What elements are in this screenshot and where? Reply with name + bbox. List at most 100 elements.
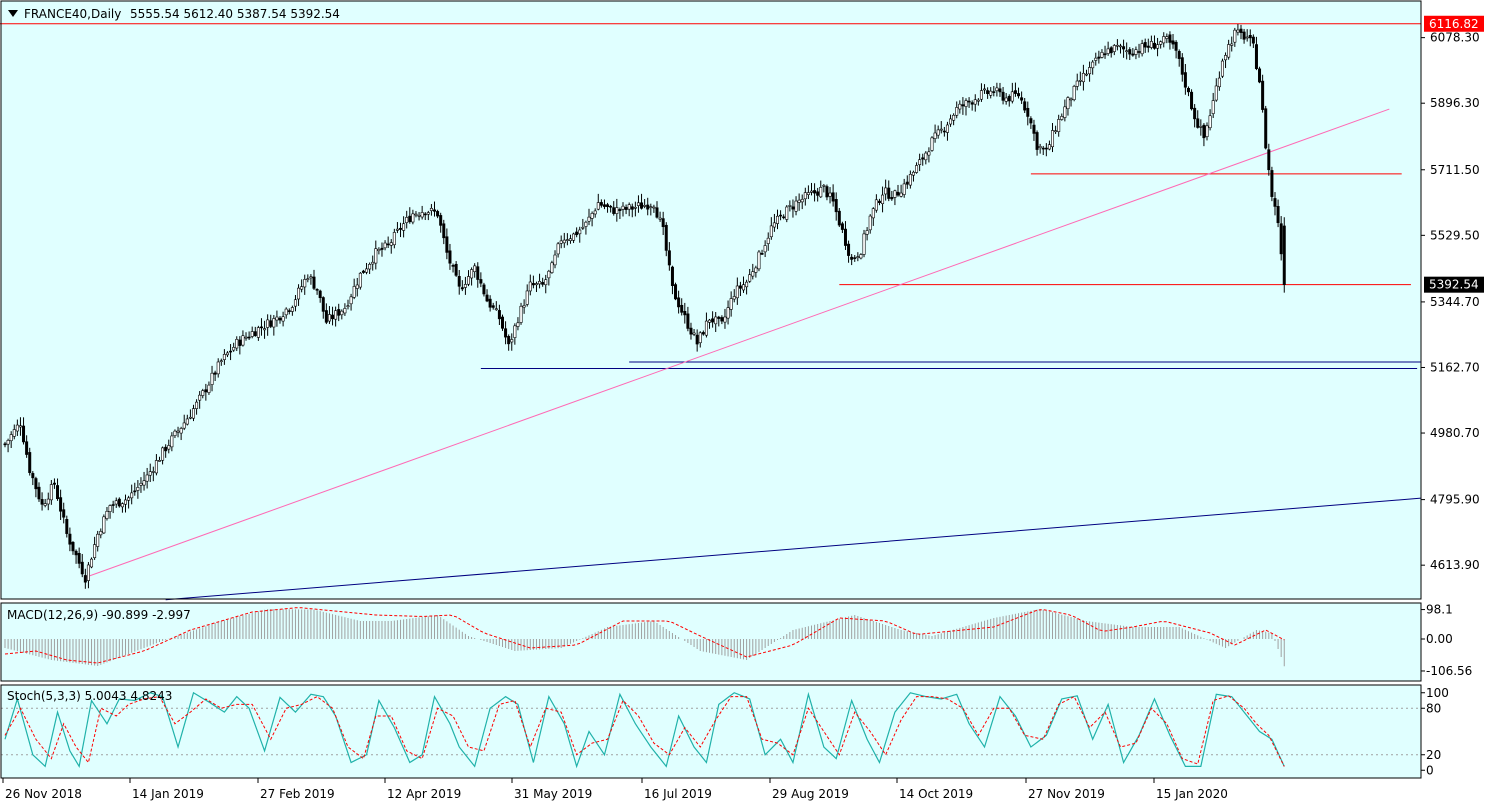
bull-candle: [161, 447, 165, 461]
price-tick-label: 5162.70: [1430, 360, 1480, 374]
bull-candle: [800, 198, 804, 203]
bull-candle: [979, 90, 983, 100]
bull-candle: [859, 254, 863, 259]
bear-candle: [1146, 45, 1150, 48]
bear-candle: [1254, 44, 1258, 69]
bull-candle: [306, 278, 310, 281]
bear-candle: [1122, 46, 1126, 50]
bear-candle: [1044, 147, 1048, 150]
bull-candle: [405, 217, 409, 223]
bear-candle: [71, 541, 75, 552]
bull-candle: [775, 215, 779, 224]
bull-candle: [1075, 80, 1079, 87]
bull-candle: [426, 212, 430, 215]
bull-candle: [120, 503, 124, 508]
bull-candle: [1118, 45, 1122, 48]
bull-candle: [578, 229, 582, 235]
bear-candle: [640, 202, 644, 209]
bear-candle: [1152, 42, 1156, 49]
bear-candle: [1202, 124, 1206, 139]
bull-candle: [429, 208, 433, 211]
bull-candle: [955, 107, 959, 116]
bear-candle: [451, 265, 455, 267]
bear-candle: [247, 336, 251, 339]
bull-candle: [525, 290, 529, 305]
bear-candle: [504, 328, 508, 338]
bull-candle: [371, 261, 375, 265]
bear-candle: [491, 305, 495, 308]
bull-candle: [881, 194, 885, 204]
bull-candle: [627, 204, 631, 210]
bull-candle: [1165, 36, 1169, 39]
bull-candle: [1078, 80, 1082, 82]
bull-candle: [290, 307, 294, 312]
bear-candle: [164, 446, 168, 452]
current-price-tag: [1424, 276, 1484, 293]
bull-candle: [402, 223, 406, 231]
bear-candle: [1168, 34, 1172, 43]
price-pane[interactable]: FRANCE40,Daily 5555.54 5612.40 5387.54 5…: [0, 0, 1422, 601]
bear-candle: [31, 473, 35, 479]
bear-candle: [442, 223, 446, 239]
bull-candle: [1224, 55, 1228, 61]
bear-candle: [454, 263, 458, 276]
bull-candle: [9, 434, 13, 442]
stochastic-pane[interactable]: Stoch(5,3,3) 5.0043 4.8243: [0, 684, 1422, 779]
bull-candle: [1072, 85, 1076, 100]
bear-candle: [905, 181, 909, 185]
bear-candle: [1177, 51, 1181, 59]
bull-candle: [797, 199, 801, 203]
bear-candle: [1190, 91, 1194, 110]
bear-candle: [847, 243, 851, 256]
bull-candle: [698, 332, 702, 344]
stoch-tick-label: 0: [1426, 763, 1434, 777]
bull-candle: [803, 192, 807, 200]
bull-candle: [874, 199, 878, 211]
bear-candle: [278, 317, 282, 321]
bear-candle: [65, 518, 69, 534]
bear-candle: [259, 326, 263, 329]
date-tick-label: 26 Nov 2018: [5, 787, 82, 801]
price-axis: 6078.30 5896.30 5711.50 5529.50 5344.70 5162.…: [1421, 15, 1484, 777]
bull-candle: [1245, 36, 1249, 39]
bull-candle: [15, 424, 19, 432]
bull-candle: [293, 299, 297, 307]
bull-candle: [49, 484, 53, 501]
bear-candle: [677, 297, 681, 308]
bull-candle: [556, 243, 560, 255]
bear-candle: [680, 304, 684, 313]
macd-pane[interactable]: MACD(12,26,9) -90.899 -2.997: [0, 602, 1422, 682]
bull-candle: [1106, 48, 1110, 54]
bear-candle: [1103, 53, 1107, 56]
macd-tick-label: -106.56: [1426, 664, 1472, 678]
bear-candle: [1143, 42, 1147, 48]
bull-candle: [1149, 41, 1153, 48]
bear-candle: [667, 250, 671, 266]
bull-candle: [195, 401, 199, 409]
bull-candle: [952, 114, 956, 121]
bear-candle: [1041, 147, 1045, 150]
bear-candle: [37, 486, 41, 500]
date-tick-label: 27 Nov 2019: [1028, 787, 1105, 801]
bull-candle: [176, 430, 180, 433]
bull-candle: [93, 544, 97, 558]
bull-candle: [1060, 116, 1064, 120]
bear-candle: [1032, 124, 1036, 134]
bear-candle: [1279, 223, 1283, 255]
bull-candle: [139, 482, 143, 486]
bull-candle: [769, 225, 773, 238]
bull-candle: [649, 206, 653, 208]
bear-candle: [287, 310, 291, 312]
dropdown-triangle-icon[interactable]: [8, 10, 18, 17]
bear-candle: [1171, 40, 1175, 45]
bull-candle: [772, 222, 776, 228]
bull-candle: [46, 498, 50, 505]
bear-candle: [1183, 72, 1187, 88]
bear-candle: [488, 298, 492, 308]
stoch-tick-label: 100: [1426, 686, 1449, 700]
bull-candle: [207, 384, 211, 393]
bear-candle: [507, 335, 511, 345]
bull-candle: [587, 216, 591, 222]
